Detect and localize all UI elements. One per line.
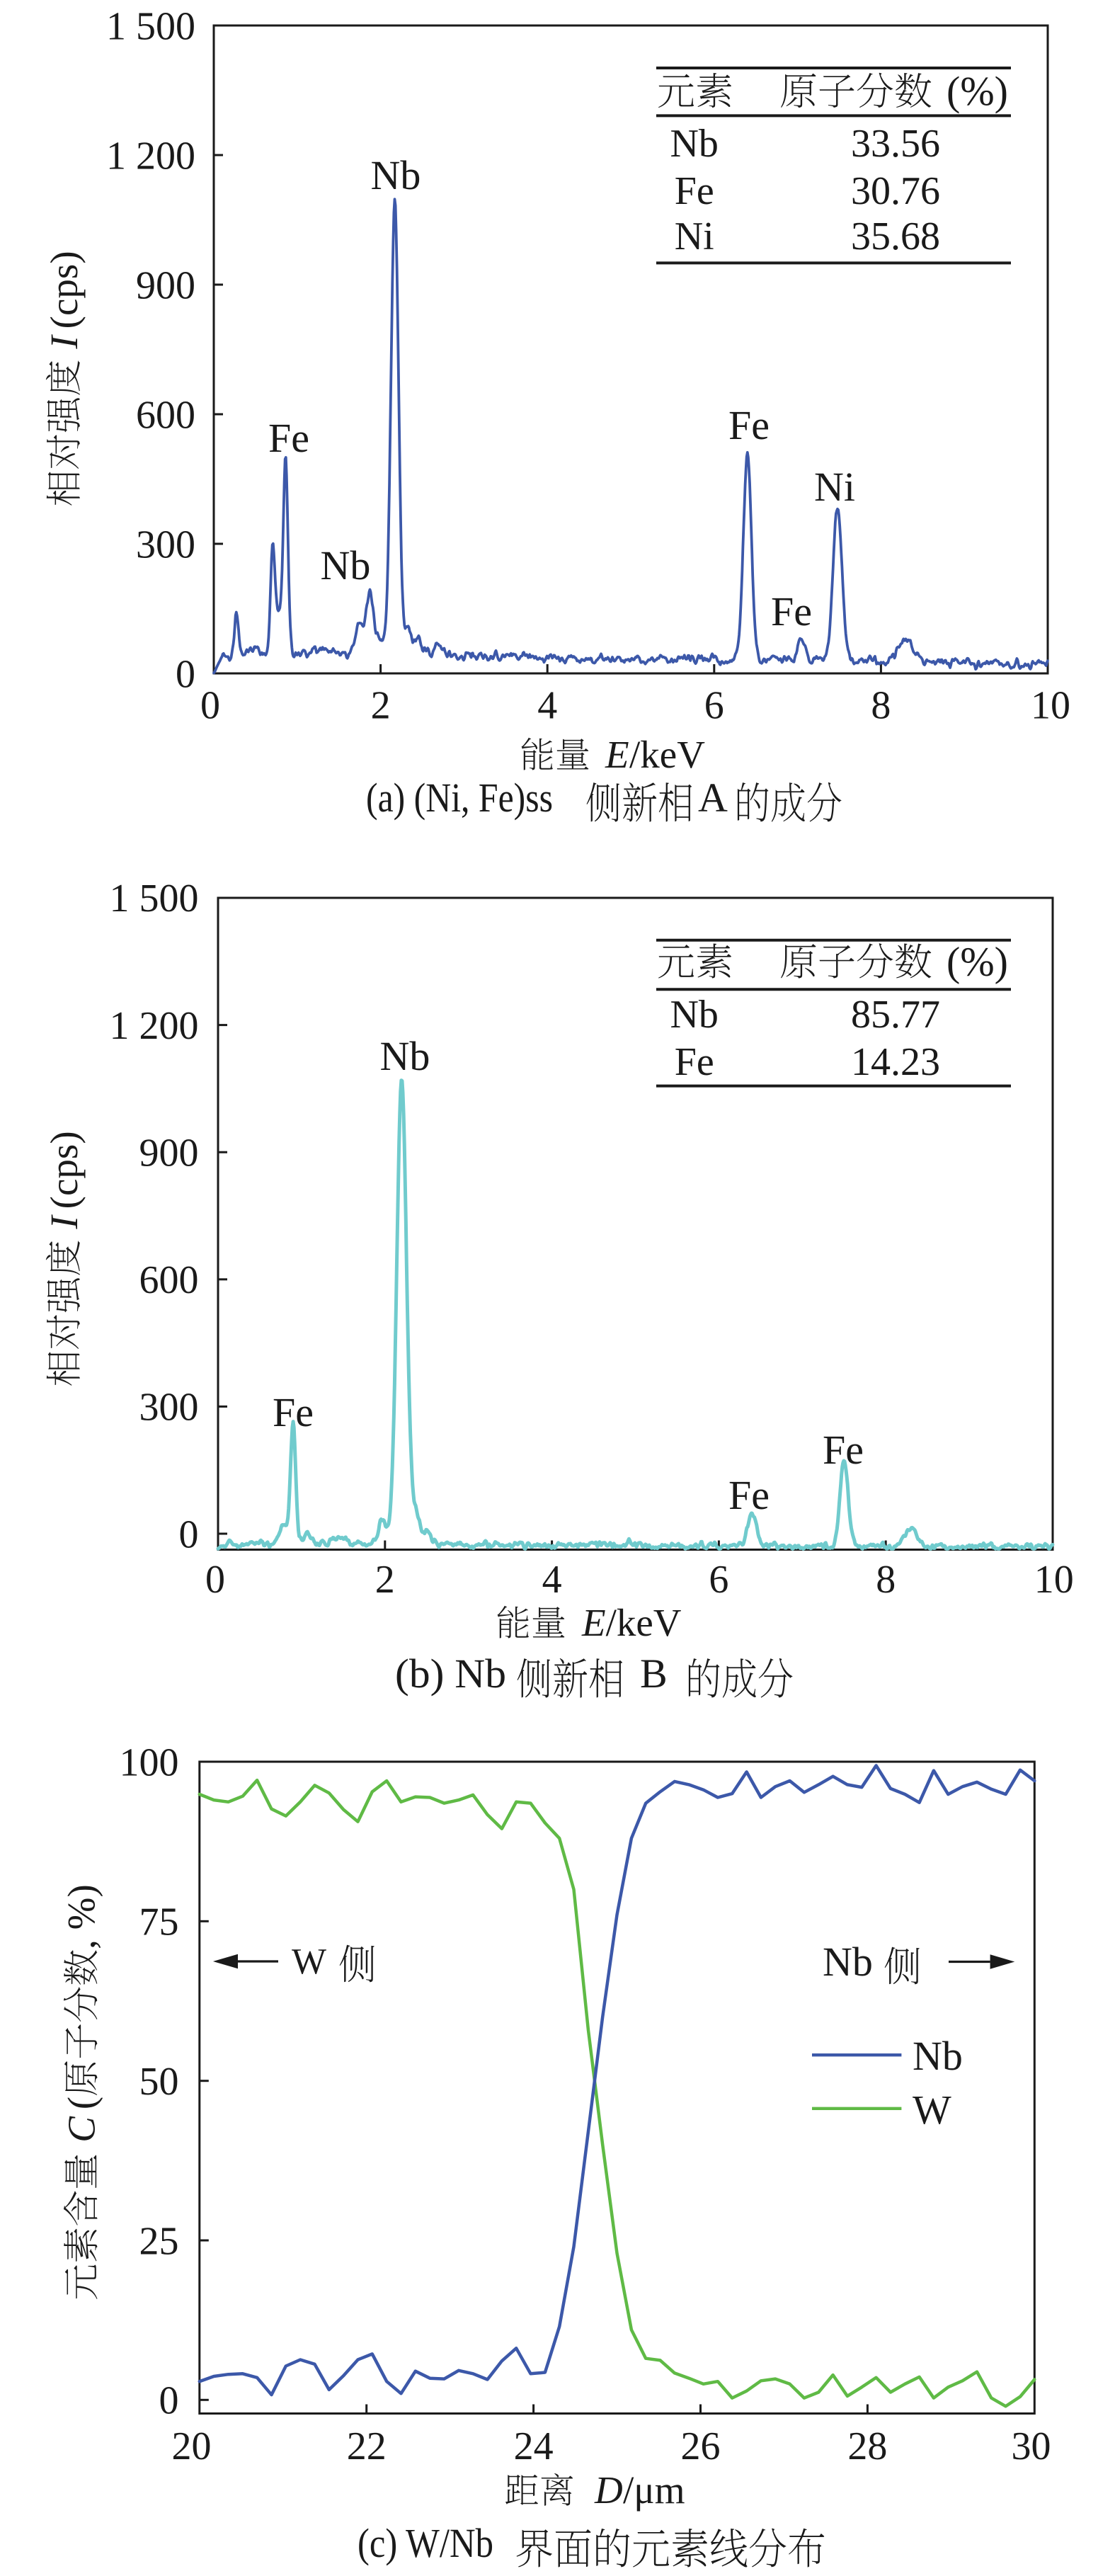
- svg-text:E: E: [605, 733, 629, 776]
- svg-text:E: E: [581, 1601, 606, 1644]
- svg-text:20: 20: [172, 2424, 212, 2468]
- svg-text:/μm: /μm: [623, 2468, 685, 2512]
- svg-text:1 500: 1 500: [110, 877, 199, 921]
- svg-text:C: C: [60, 2116, 103, 2143]
- svg-text:1 200: 1 200: [110, 1004, 199, 1048]
- svg-text:22: 22: [347, 2424, 387, 2468]
- svg-text:14.23: 14.23: [851, 1040, 940, 1084]
- svg-text:(a) (Ni, Fe)ss: (a) (Ni, Fe)ss: [366, 775, 553, 821]
- svg-text:30.76: 30.76: [851, 169, 940, 213]
- svg-text:300: 300: [139, 1386, 199, 1430]
- svg-text:(%): (%): [947, 939, 1008, 985]
- svg-text:85.77: 85.77: [851, 993, 940, 1037]
- svg-text:Fe: Fe: [675, 169, 714, 213]
- svg-text:Fe: Fe: [728, 1472, 770, 1518]
- svg-text:0: 0: [200, 684, 220, 728]
- svg-text:28: 28: [847, 2424, 887, 2468]
- svg-text:(cps): (cps): [42, 1131, 86, 1209]
- svg-text:/keV: /keV: [629, 733, 705, 776]
- svg-text:600: 600: [139, 1258, 199, 1302]
- svg-text:35.68: 35.68: [851, 215, 940, 258]
- svg-text:(%): (%): [947, 68, 1008, 114]
- svg-text:26: 26: [681, 2424, 721, 2468]
- svg-text:4: 4: [542, 1558, 562, 1602]
- svg-text:Nb: Nb: [823, 1939, 873, 1985]
- svg-text:Fe: Fe: [771, 588, 812, 634]
- svg-text:600: 600: [136, 393, 195, 437]
- svg-text:6: 6: [704, 684, 724, 728]
- svg-text:Nb: Nb: [670, 122, 718, 166]
- svg-text:/keV: /keV: [606, 1601, 682, 1644]
- svg-text:Fe: Fe: [675, 1040, 714, 1084]
- svg-text:6: 6: [709, 1558, 728, 1602]
- svg-text:900: 900: [136, 263, 195, 307]
- svg-text:Fe: Fe: [268, 415, 309, 461]
- svg-text:24: 24: [514, 2424, 554, 2468]
- svg-text:Nb: Nb: [371, 152, 421, 198]
- svg-text:0: 0: [205, 1558, 225, 1602]
- svg-text:0: 0: [176, 652, 195, 696]
- svg-text:(cps): (cps): [42, 251, 86, 329]
- svg-text:1 500: 1 500: [106, 4, 195, 48]
- svg-text:2: 2: [371, 684, 391, 728]
- svg-text:W: W: [913, 2087, 951, 2133]
- svg-text:10: 10: [1031, 684, 1070, 728]
- svg-text:100: 100: [120, 1740, 179, 1784]
- svg-text:1 200: 1 200: [106, 134, 195, 178]
- svg-text:(: (: [60, 2097, 103, 2109]
- svg-text:2: 2: [375, 1558, 395, 1602]
- svg-text:I: I: [42, 334, 86, 350]
- svg-text:10: 10: [1034, 1558, 1074, 1602]
- svg-text:Nb: Nb: [913, 2033, 963, 2079]
- svg-text:900: 900: [139, 1132, 199, 1175]
- svg-text:(b) Nb: (b) Nb: [395, 1651, 506, 1697]
- svg-text:50: 50: [139, 2060, 179, 2104]
- svg-text:0: 0: [179, 1512, 199, 1556]
- svg-text:75: 75: [139, 1900, 179, 1944]
- svg-text:(c) W/Nb: (c) W/Nb: [358, 2520, 493, 2566]
- svg-text:Nb: Nb: [321, 542, 371, 588]
- svg-text:0: 0: [159, 2379, 179, 2423]
- svg-text:B: B: [640, 1651, 668, 1697]
- svg-text:Fe: Fe: [728, 402, 770, 448]
- svg-text:W: W: [292, 1942, 326, 1982]
- svg-text:4: 4: [537, 684, 557, 728]
- svg-text:I: I: [42, 1214, 86, 1230]
- svg-text:Nb: Nb: [380, 1033, 430, 1079]
- svg-text:Ni: Ni: [814, 464, 855, 510]
- svg-text:D: D: [594, 2468, 623, 2512]
- svg-text:300: 300: [136, 523, 195, 566]
- svg-text:, %): , %): [60, 1884, 103, 1949]
- svg-text:Nb: Nb: [670, 993, 718, 1037]
- svg-text:25: 25: [139, 2219, 179, 2263]
- svg-text:8: 8: [876, 1558, 896, 1602]
- svg-text:Ni: Ni: [675, 215, 714, 258]
- svg-text:A: A: [698, 775, 728, 821]
- svg-text:30: 30: [1012, 2424, 1051, 2468]
- svg-text:33.56: 33.56: [851, 122, 940, 166]
- svg-text:8: 8: [871, 684, 891, 728]
